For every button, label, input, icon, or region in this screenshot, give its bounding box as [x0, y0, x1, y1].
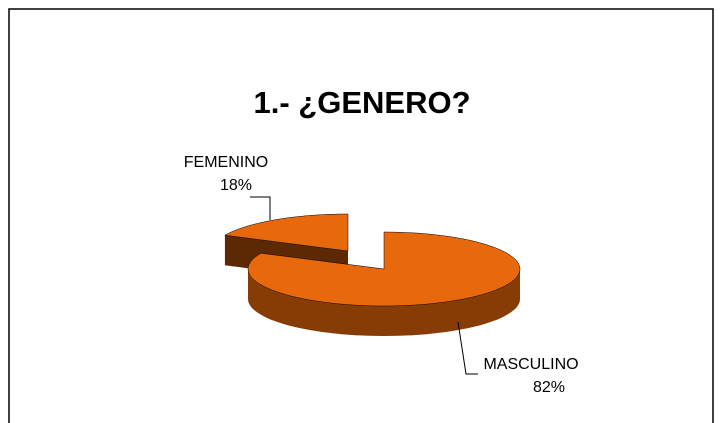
slice-side: [248, 269, 520, 336]
chart-frame: [8, 8, 714, 423]
slice-label: MASCULINO: [483, 356, 578, 373]
slice-label: FEMENINO: [184, 154, 268, 171]
pie-slice: [224, 213, 349, 252]
slice-shade: [248, 269, 520, 336]
pie: [224, 213, 521, 336]
chart-title: 1.- ¿GENERO?: [253, 85, 470, 120]
slice-value-label: 82%: [533, 379, 565, 396]
leader-line: [250, 196, 271, 220]
pie-slice: [247, 231, 521, 307]
slice-value-label: 18%: [220, 177, 252, 194]
leader-line: [457, 321, 478, 375]
